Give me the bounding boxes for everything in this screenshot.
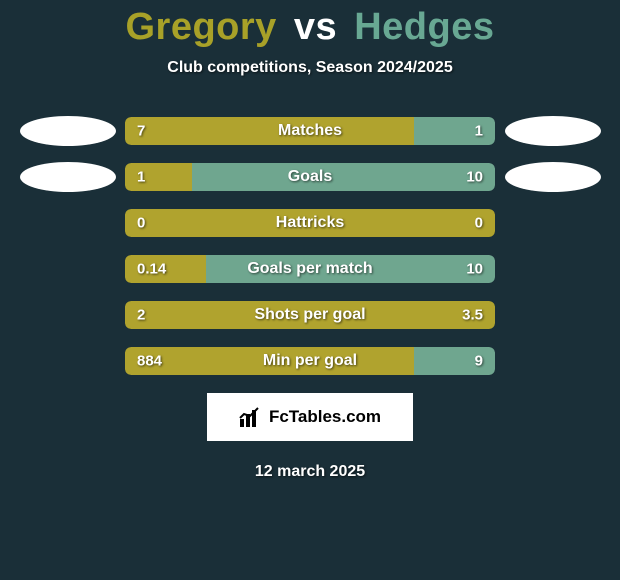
bar-chart-icon <box>239 407 263 427</box>
stat-value-left: 884 <box>137 353 162 370</box>
player1-name: Gregory <box>125 6 276 48</box>
comparison-title: Gregory vs Hedges <box>0 0 620 49</box>
vs-label: vs <box>294 6 337 48</box>
stat-bar: Goals per match 0.14 10 <box>125 255 495 283</box>
stat-value-left: 7 <box>137 123 145 140</box>
stat-value-right: 9 <box>475 353 483 370</box>
stat-value-right: 10 <box>466 261 483 278</box>
team-logo-placeholder <box>20 116 116 146</box>
stat-label: Goals per match <box>247 260 372 278</box>
bar-segment-right <box>192 163 495 191</box>
date-label: 12 march 2025 <box>0 463 620 481</box>
stat-label: Min per goal <box>263 352 357 370</box>
team-logo-placeholder <box>505 162 601 192</box>
stat-bar: Goals 1 10 <box>125 163 495 191</box>
stat-value-left: 0 <box>137 215 145 232</box>
subtitle: Club competitions, Season 2024/2025 <box>0 59 620 77</box>
stat-label: Goals <box>288 168 332 186</box>
stat-row: Goals per match 0.14 10 <box>10 255 610 283</box>
stat-value-left: 2 <box>137 307 145 324</box>
stat-bar: Matches 7 1 <box>125 117 495 145</box>
stat-value-left: 1 <box>137 169 145 186</box>
logo-slot-left <box>10 162 125 192</box>
stat-row: Matches 7 1 <box>10 117 610 145</box>
stat-value-right: 10 <box>466 169 483 186</box>
stat-row: Goals 1 10 <box>10 163 610 191</box>
logo-slot-right <box>495 116 610 146</box>
stat-value-right: 0 <box>475 215 483 232</box>
stat-label: Hattricks <box>276 214 344 232</box>
stat-row: Shots per goal 2 3.5 <box>10 301 610 329</box>
stat-row: Min per goal 884 9 <box>10 347 610 375</box>
brand-text: FcTables.com <box>269 407 381 427</box>
brand-badge: FcTables.com <box>207 393 413 441</box>
logo-slot-right <box>495 162 610 192</box>
bar-segment-left <box>125 163 192 191</box>
stat-bar: Shots per goal 2 3.5 <box>125 301 495 329</box>
stat-row: Hattricks 0 0 <box>10 209 610 237</box>
stat-value-left: 0.14 <box>137 261 166 278</box>
stat-bar: Min per goal 884 9 <box>125 347 495 375</box>
team-logo-placeholder <box>20 162 116 192</box>
bar-segment-left <box>125 117 414 145</box>
logo-slot-left <box>10 116 125 146</box>
team-logo-placeholder <box>505 116 601 146</box>
stat-label: Shots per goal <box>254 306 365 324</box>
stat-value-right: 1 <box>475 123 483 140</box>
stat-value-right: 3.5 <box>462 307 483 324</box>
stats-container: Matches 7 1 Goals 1 10 Hattricks 0 0 Goals per ma… <box>0 117 620 375</box>
stat-bar: Hattricks 0 0 <box>125 209 495 237</box>
player2-name: Hedges <box>354 6 494 48</box>
stat-label: Matches <box>278 122 342 140</box>
